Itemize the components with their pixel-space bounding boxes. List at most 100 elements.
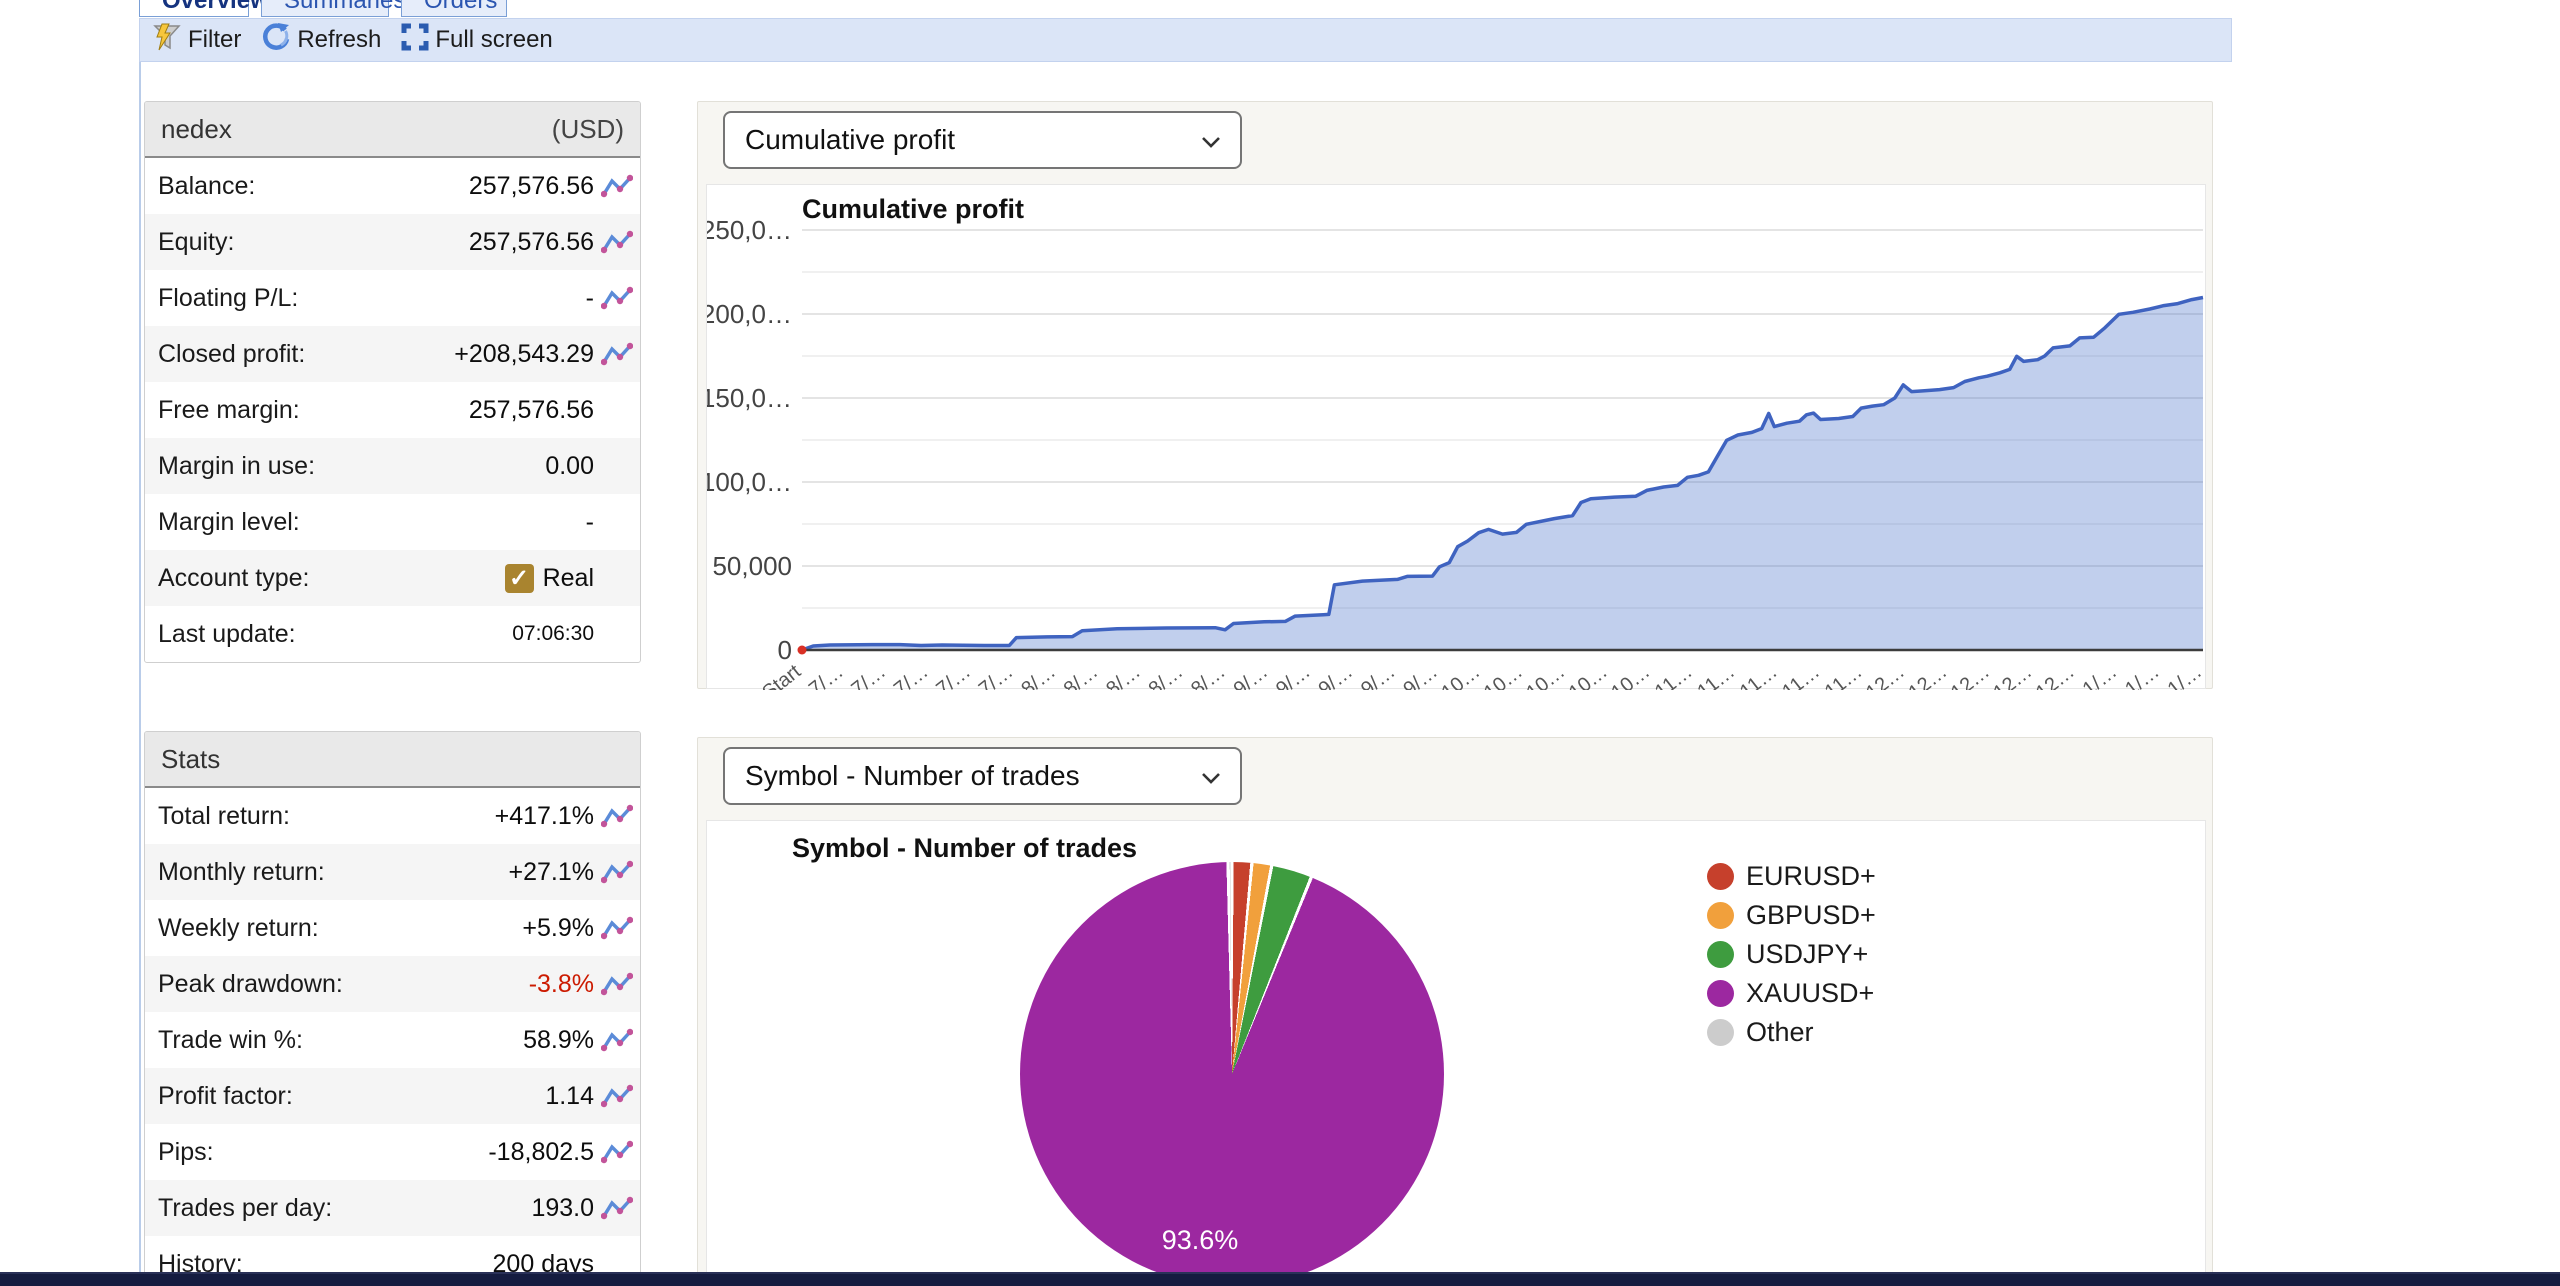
mini-line-chart-icon[interactable] [601,1027,633,1053]
mini-line-chart-icon[interactable] [601,1139,633,1165]
mini-line-chart-icon[interactable] [601,341,633,367]
stats-row-icon-slot [594,915,640,941]
x-axis-tick-label: 7/… [848,661,890,690]
account-row-label: Margin in use: [158,451,316,480]
refresh-label: Refresh [297,26,382,53]
x-axis-tick-label: 8/… [1145,661,1187,690]
x-axis-tick-label: 11… [1821,661,1867,690]
account-row: Last update: 07:06:30 [145,606,640,662]
x-axis-tick-label: 8/… [1187,661,1229,690]
top-chart-select-value: Cumulative profit [745,124,956,155]
x-axis-tick-label: 7/… [890,661,932,690]
stats-row-icon-slot [594,1027,640,1053]
stats-row-label: Trade win %: [158,1025,303,1054]
account-rows: Balance: 257,576.56 Equity: 257,576.56 Float… [145,158,640,662]
x-axis-tick-label: 11… [1736,661,1782,690]
account-row-value: ✓ Real [504,563,594,593]
legend-color-dot [1707,1019,1734,1046]
mini-line-chart-icon[interactable] [601,803,633,829]
corner-brackets-icon [401,23,429,58]
x-axis-tick-label: 10… [1438,661,1485,690]
line-chart-box: 0 50,000 100,0… 150,0… 200,0… 250,0… Start 7/… 7… [701,184,2206,704]
tab-orders[interactable]: Orders [401,0,507,17]
stats-row: Trade win %: 58.9% [145,1012,640,1068]
stats-row-label: Pips: [158,1137,214,1166]
mini-line-chart-icon[interactable] [601,971,633,997]
x-axis-tick-label: 8/… [1102,661,1144,690]
stats-row: Weekly return: +5.9% [145,900,640,956]
x-axis-tick-label: 8/… [1017,661,1059,690]
stats-row: Peak drawdown: -3.8% [145,956,640,1012]
content-left-border [139,62,141,1272]
x-axis-tick-label: 9/… [1315,661,1357,690]
mini-line-chart-icon[interactable] [601,173,633,199]
account-row-icon-slot [594,285,640,311]
top-chart-select[interactable]: Cumulative profit [723,111,1242,169]
stats-title: Stats [161,743,221,774]
stats-row-value: 58.9% [523,1025,594,1054]
filter-label: Filter [188,26,242,53]
pie-chart-box: Symbol - Number of trades 93.6% EURUSD+ G… [706,820,2206,1286]
symbol-trades-panel: Symbol - Number of trades Symbol - Numbe… [697,737,2213,1286]
pie-legend: EURUSD+ GBPUSD+ USDJPY+ XAUUSD+ Other [1707,861,1876,1047]
y-axis-tick-label: 250,0… [707,215,792,245]
account-row: Closed profit: +208,543.29 [145,326,640,382]
mini-line-chart-icon[interactable] [601,285,633,311]
account-row: Floating P/L: - [145,270,640,326]
tab-summaries[interactable]: Summaries [261,0,405,17]
y-axis-tick-label: 50,000 [712,551,792,581]
bottom-chart-select[interactable]: Symbol - Number of trades [723,747,1242,805]
symbol-trades-pie [1020,862,1444,1286]
bottom-window-edge [0,1272,2560,1286]
x-axis-tick-label: 10… [1522,661,1569,690]
filter-button[interactable]: Filter [150,21,249,60]
stats-row-icon-slot [594,803,640,829]
mini-line-chart-icon[interactable] [601,229,633,255]
refresh-button[interactable]: Refresh [259,20,389,61]
account-row-value: - [585,507,594,536]
account-row-value: +208,543.29 [454,339,594,368]
account-row-label: Floating P/L: [158,283,299,312]
x-axis-tick-label: 1/… [2121,661,2163,690]
stats-row: Monthly return: +27.1% [145,844,640,900]
x-axis-tick-label: 10… [1480,661,1527,690]
stats-row-icon-slot [594,1139,640,1165]
fullscreen-label: Full screen [435,26,553,53]
stats-panel-header: Stats [145,732,640,788]
x-axis-tick-label: 11… [1651,661,1697,690]
account-type-value: Real [542,563,594,592]
account-row-label: Account type: [158,563,310,592]
stats-row-icon-slot [594,1083,640,1109]
legend-color-dot [1707,980,1734,1007]
legend-label: GBPUSD+ [1746,900,1876,930]
fullscreen-button[interactable]: Full screen [399,21,560,60]
mini-line-chart-icon[interactable] [601,859,633,885]
x-axis-tick-label: 12… [1989,661,2036,690]
bottom-chart-select-value: Symbol - Number of trades [745,760,1080,791]
stats-row-value: +27.1% [508,857,595,886]
stats-panel: Stats Total return: +417.1% Monthly return… [144,731,641,1286]
series-start-marker [797,645,807,655]
mini-line-chart-icon[interactable] [601,1195,633,1221]
account-row-value: 07:06:30 [512,622,594,645]
stats-row-value: +5.9% [522,913,594,942]
x-axis-tick-label: 7/… [975,661,1017,690]
account-row-label: Last update: [158,619,296,648]
tab-overview[interactable]: Overview [139,0,269,17]
stats-rows: Total return: +417.1% Monthly return: +27.1… [145,788,640,1285]
x-axis-tick-label: 12… [1862,661,1909,690]
account-row-icon-slot [594,229,640,255]
stats-row-value: 193.0 [531,1193,594,1222]
stats-row: Trades per day: 193.0 [145,1180,640,1236]
tab-bar: Overview Summaries Orders [0,0,2560,17]
x-axis-tick-label: 12… [1905,661,1952,690]
profit-line [801,295,2204,652]
stats-row-label: Profit factor: [158,1081,293,1110]
mini-line-chart-icon[interactable] [601,1083,633,1109]
mini-line-chart-icon[interactable] [601,915,633,941]
stats-row: Total return: +417.1% [145,788,640,844]
account-row-label: Equity: [158,227,235,256]
real-account-checkbox[interactable]: ✓ [504,563,534,593]
